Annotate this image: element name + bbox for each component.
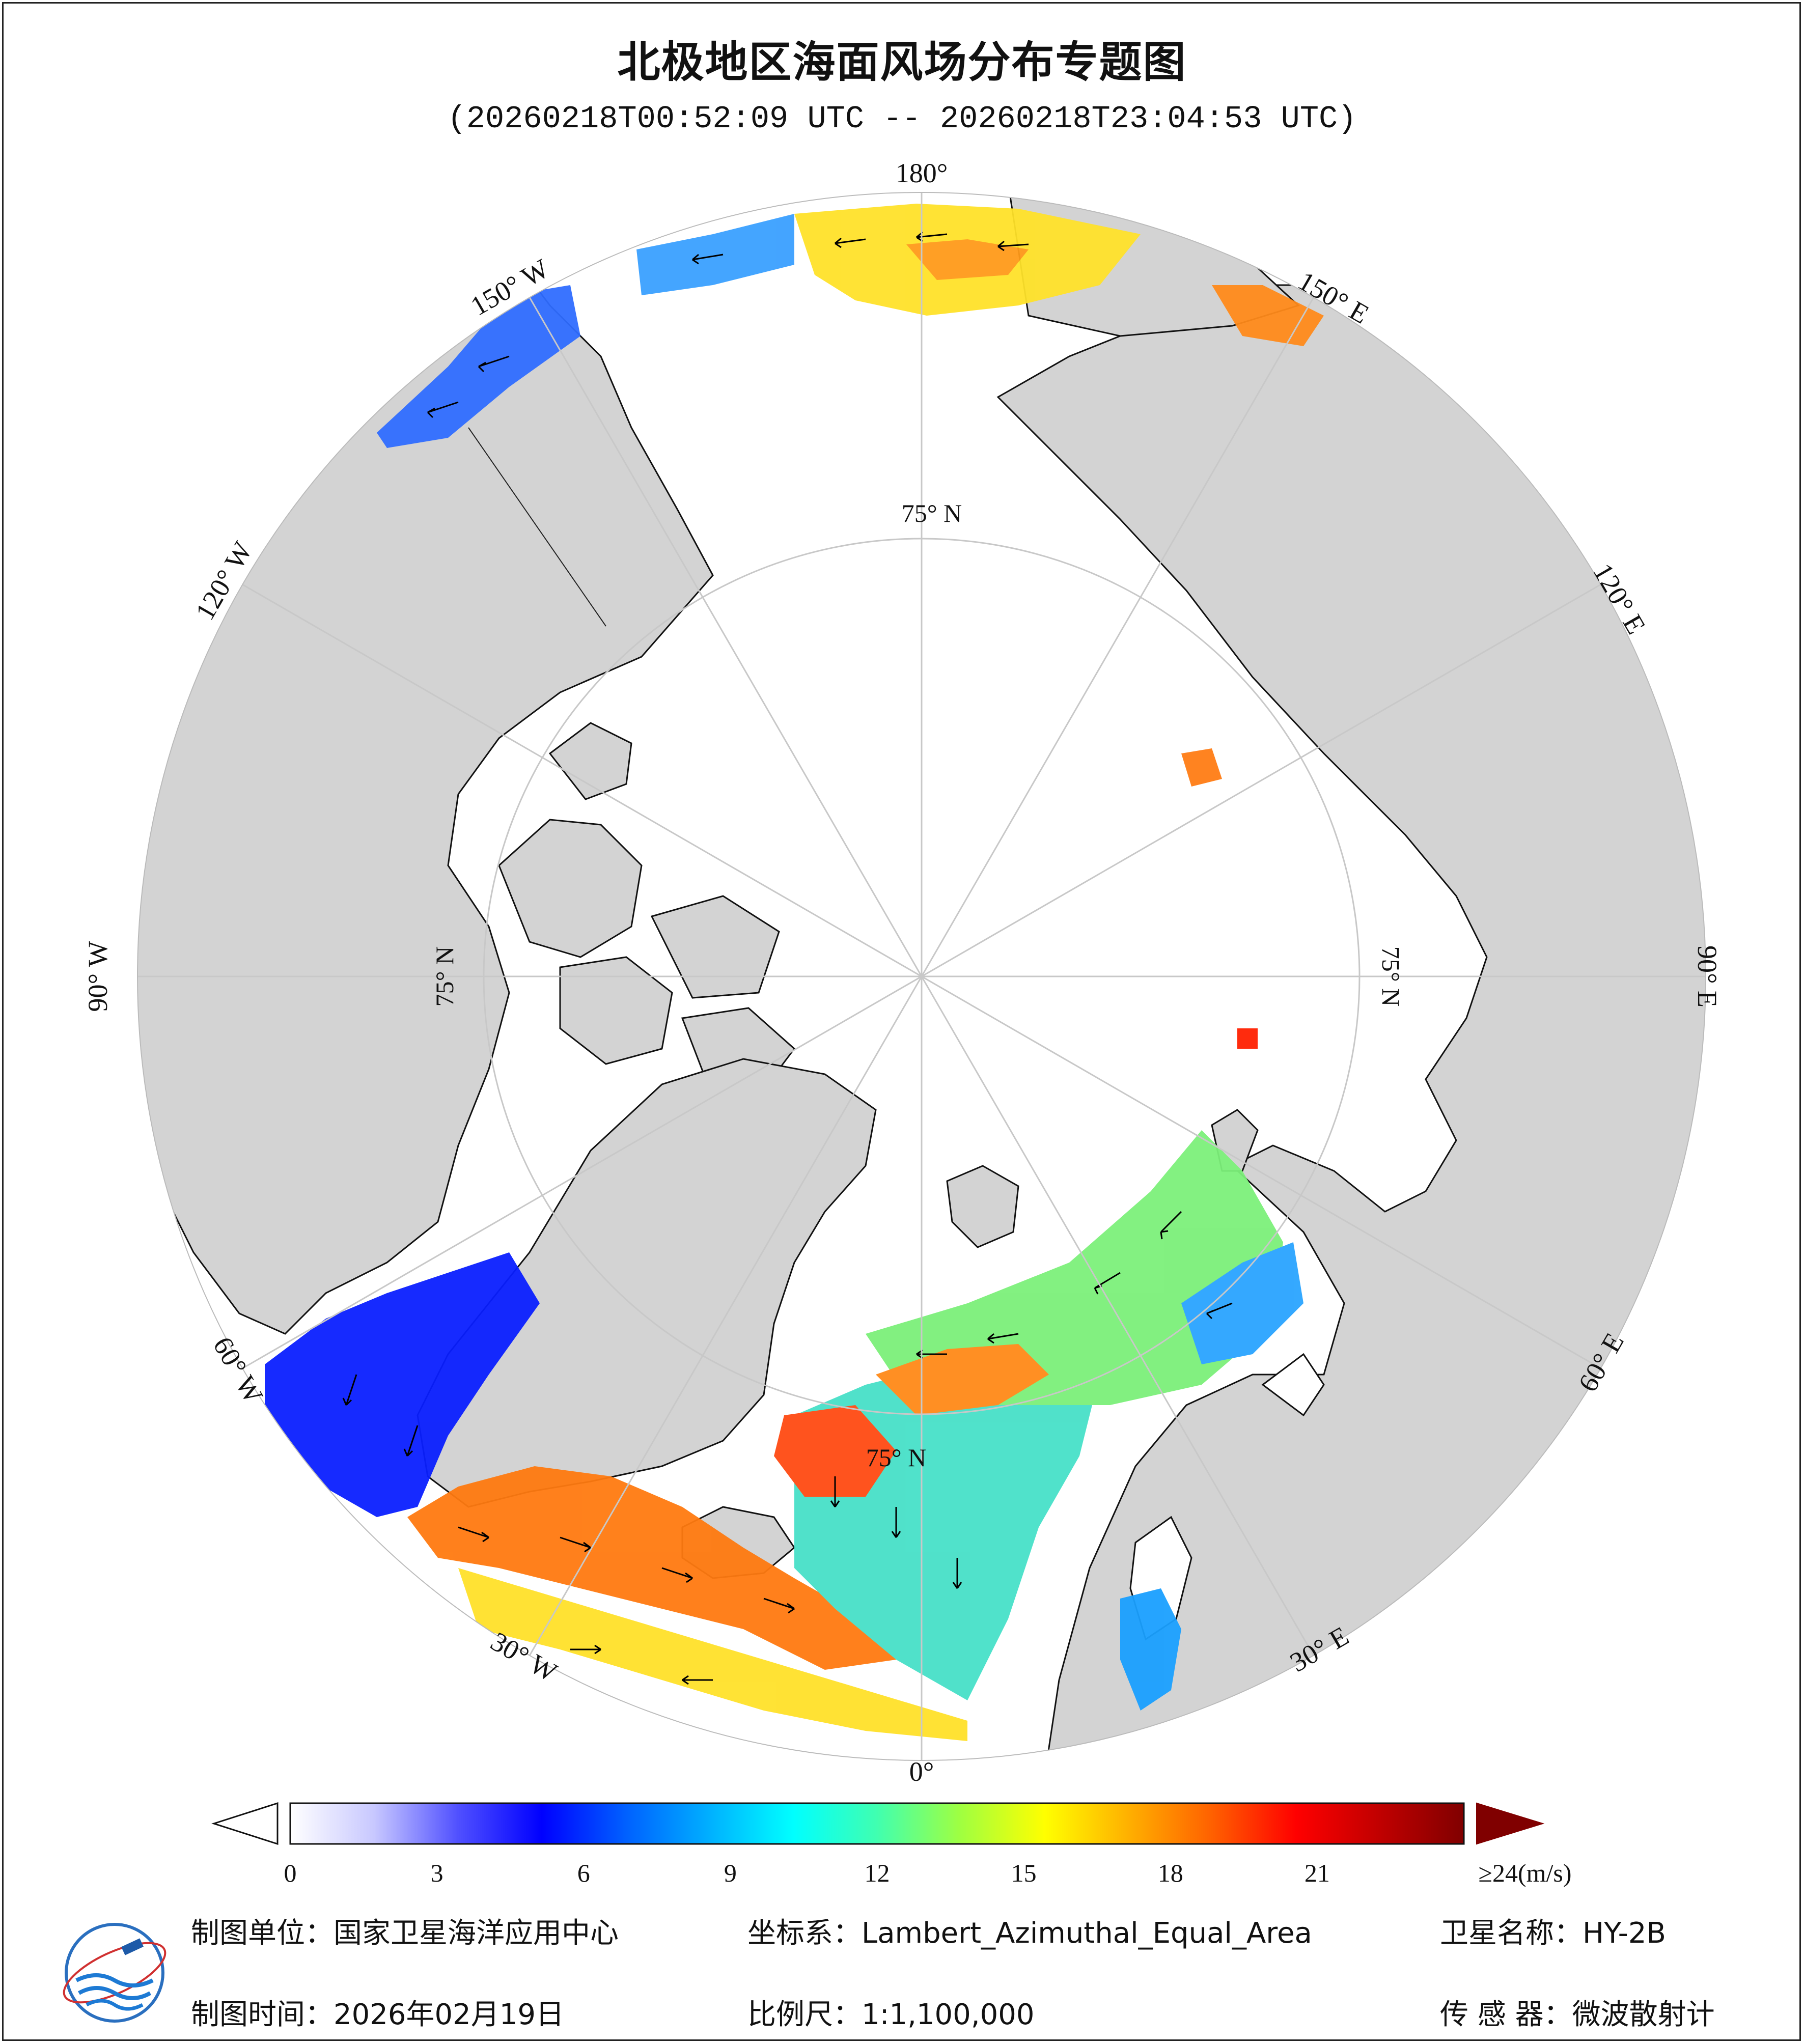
colorbar-tick-label: 21 (1304, 1859, 1330, 1887)
arctic-islands-2 (548, 722, 632, 800)
label-0: 0° (909, 1756, 934, 1787)
footer-scale: 比例尺：1:1,100,000 (747, 1998, 1035, 2031)
time-range: (20260218T00:52:09 UTC -- 20260218T23:04… (447, 101, 1357, 137)
borders (468, 427, 606, 627)
colorbar-tick-label: 6 (577, 1859, 590, 1887)
arctic-islands-1 (498, 819, 643, 958)
colorbar-tick-label: 15 (1011, 1859, 1037, 1887)
arctic-islands-4 (650, 895, 780, 999)
label-75n-bottom: 75° N (866, 1443, 927, 1472)
parallel-labels: 75° N 75° N 75° N 75° N (430, 499, 1405, 1472)
label-90w: 90° W (82, 941, 113, 1012)
swath-okhotsk (1212, 285, 1324, 346)
graticule (137, 192, 1706, 1760)
wind-arrows (342, 231, 1233, 1685)
label-75n-right: 75° N (1377, 946, 1405, 1007)
footer-satellite: 卫星名称：HY-2B (1440, 1917, 1666, 1950)
map-title: 北极地区海面风场分布专题图 (617, 37, 1187, 87)
white-sea (1261, 1353, 1325, 1417)
swath-irminger (407, 1466, 896, 1670)
svalbard-land (946, 1165, 1019, 1248)
footer-crs: 坐标系：Lambert_Azimuthal_Equal_Area (747, 1917, 1312, 1950)
swath-barents (866, 1130, 1283, 1405)
nsoas-logo (63, 1923, 166, 2023)
colorbar-bar (289, 1802, 1465, 1845)
swath-kara-patch (1237, 1028, 1258, 1049)
footer-date: 制图时间：2026年02月19日 (191, 1998, 565, 2031)
footer-sensor: 传 感 器：微波散射计 (1440, 1998, 1715, 2031)
swath-greenland-sea (774, 1405, 896, 1497)
swath-labrador (265, 1252, 540, 1517)
colorbar (211, 1802, 1545, 1845)
colorbar-tick-label: 3 (430, 1859, 443, 1887)
swath-north-atlantic (458, 1568, 967, 1741)
map-rim (137, 192, 1706, 1761)
swath-pacific (636, 214, 794, 295)
colorbar-tick-label: ≥24(m/s) (1478, 1859, 1572, 1887)
swath-bering-core (906, 239, 1029, 280)
swath-laptev-patch (1181, 748, 1222, 787)
swath-kara (1181, 1242, 1303, 1364)
colorbar-tick-label: 0 (284, 1859, 297, 1887)
colorbar-tick-label: 18 (1157, 1859, 1183, 1887)
footer-unit: 制图单位：国家卫星海洋应用中心 (191, 1917, 619, 1950)
colorbar-tick-label: 9 (724, 1859, 737, 1887)
colorbar-under-triangle (211, 1802, 279, 1845)
arctic-islands-3 (559, 956, 673, 1065)
colorbar-tick-label: 12 (864, 1859, 890, 1887)
wind-swaths (265, 204, 1324, 1741)
swath-barents-core (876, 1344, 1049, 1415)
label-75n-left: 75° N (430, 946, 459, 1007)
label-90e: 90° E (1692, 945, 1723, 1007)
swath-bothnia (1120, 1588, 1181, 1711)
label-180: 180° (896, 158, 948, 188)
label-75n-top: 75° N (902, 499, 962, 527)
colorbar-over-triangle (1476, 1802, 1545, 1845)
